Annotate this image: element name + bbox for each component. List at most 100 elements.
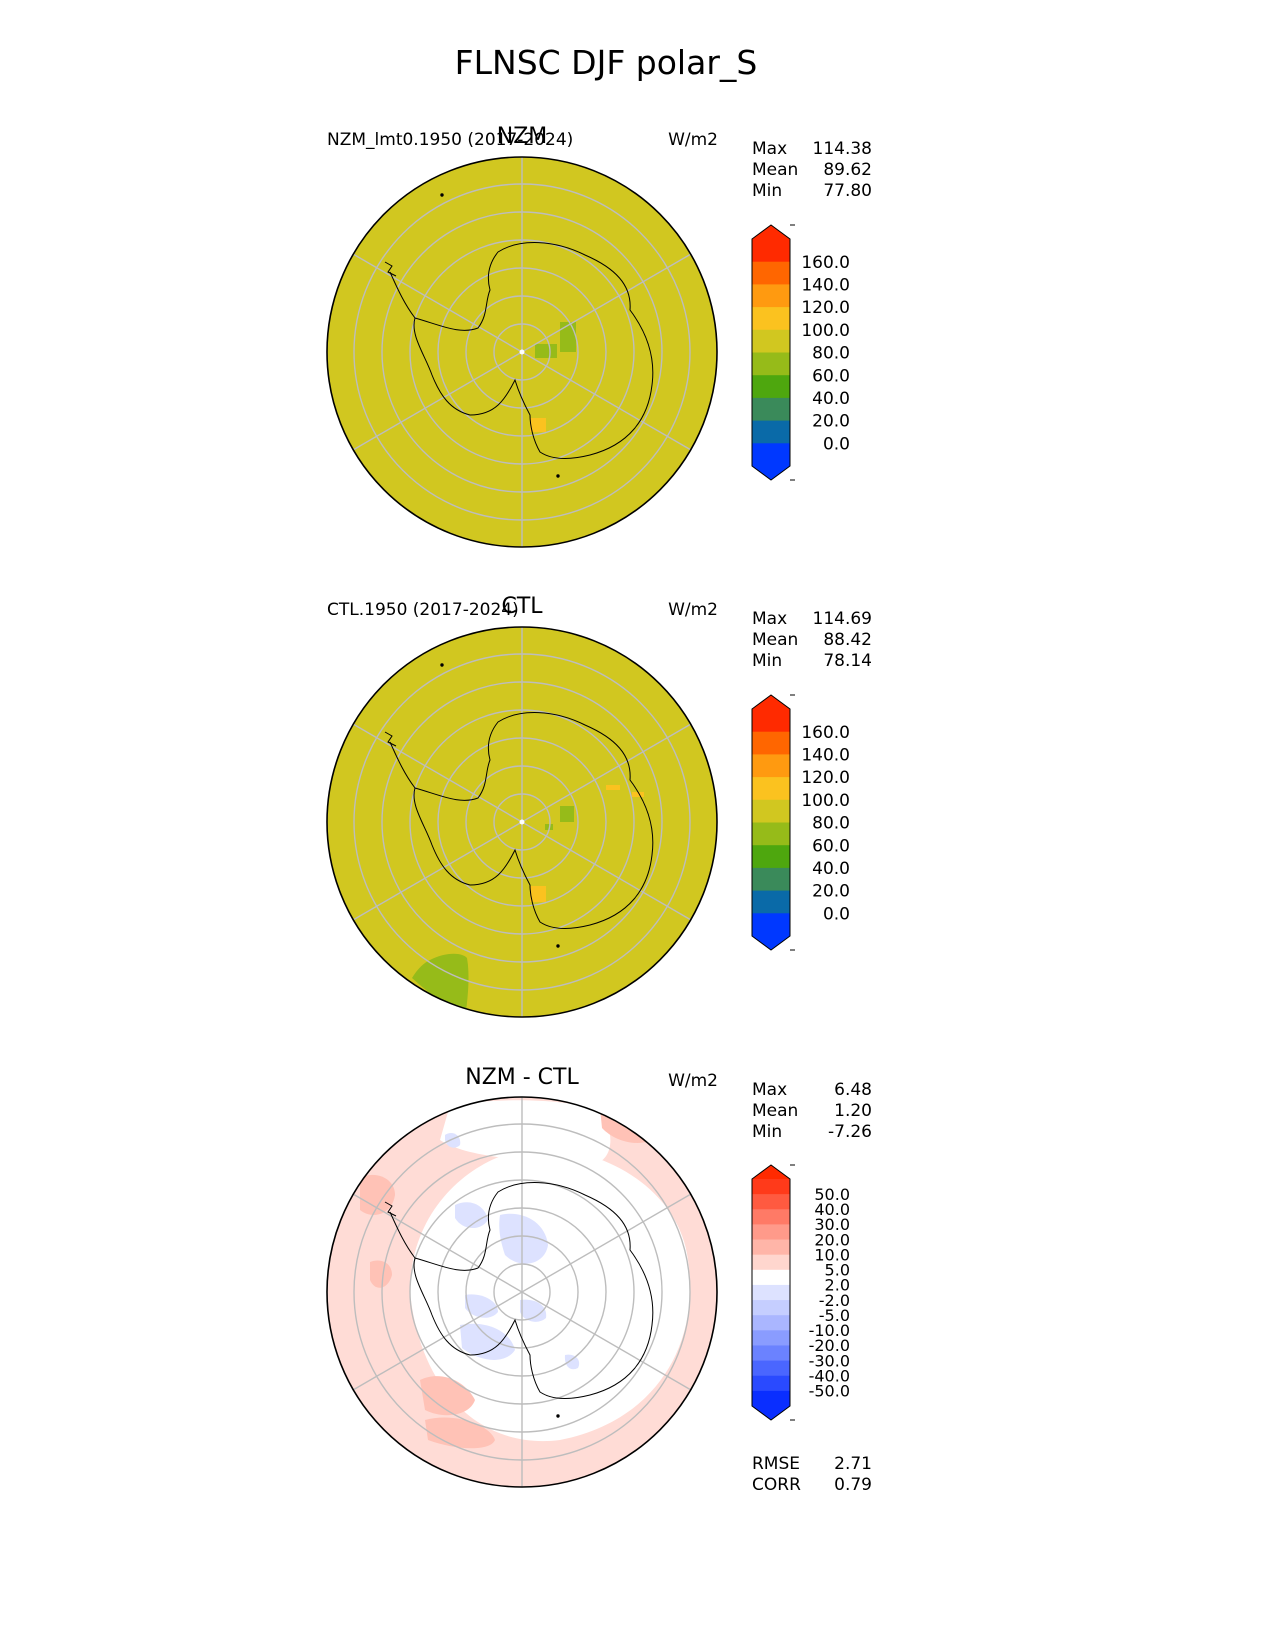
colorbar-swatch	[752, 731, 790, 755]
colorbar-swatch	[752, 1224, 790, 1241]
anomaly-patch-low	[560, 806, 574, 822]
colorbar-tick-label: 30.0	[814, 1215, 850, 1234]
map-border	[326, 1096, 718, 1488]
stat-label: Max	[752, 139, 787, 159]
stats-block: Max 114.69 Mean 88.42 Min 78.14	[752, 609, 872, 671]
stat-label: RMSE	[752, 1454, 800, 1474]
polar-map	[326, 156, 718, 548]
figure-title: FLNSC DJF polar_S	[455, 43, 758, 82]
south-pole-marker	[519, 819, 525, 825]
stat-value: 114.38	[813, 139, 872, 159]
colorbar-tick-label: 60.0	[812, 836, 850, 856]
colorbar-swatch	[752, 1254, 790, 1271]
colorbar-tick-label: 60.0	[812, 366, 850, 386]
anomaly-patch-low	[535, 344, 557, 358]
panel-units: W/m2	[668, 1071, 718, 1091]
colorbar-extend-max	[752, 1165, 790, 1179]
anomaly-patch-high	[530, 418, 546, 432]
colorbar-tick-label: -5.0	[819, 1306, 850, 1325]
colorbar-tick-label: 100.0	[801, 791, 850, 811]
map-border	[326, 156, 718, 548]
panel-center-label: CTL	[501, 594, 543, 619]
colorbar-swatch	[752, 397, 790, 422]
stat-label: CORR	[752, 1475, 801, 1495]
footer-stats: RMSE 2.71 CORR 0.79	[752, 1454, 872, 1495]
panel-units: W/m2	[668, 600, 718, 620]
colorbar-tick-label: 50.0	[814, 1185, 850, 1204]
positive-strong-patch	[370, 1260, 392, 1288]
colorbar-tick-label: 160.0	[801, 723, 850, 743]
colorbar-extend-max	[752, 225, 790, 239]
stat-value: 77.80	[823, 181, 872, 201]
stat-label: Mean	[752, 1101, 798, 1121]
anomaly-patch-low	[412, 953, 469, 1012]
colorbar-tick-label: -10.0	[809, 1321, 850, 1340]
colorbar-tick-label: 0.0	[823, 904, 850, 924]
colorbar-swatch	[752, 1239, 790, 1256]
colorbar-outline	[751, 224, 791, 481]
stat-label: Mean	[752, 160, 798, 180]
colorbar-swatch	[752, 867, 790, 892]
colorbar-swatch	[752, 1269, 790, 1286]
colorbar-tick-label: -50.0	[809, 1382, 850, 1401]
colorbar-tick-label: -20.0	[809, 1336, 850, 1355]
negative-anomaly-patch	[520, 1299, 547, 1322]
colorbar-swatch	[752, 1209, 790, 1225]
stat-label: Min	[752, 651, 782, 671]
colorbar-tick-label: 40.0	[814, 1200, 850, 1219]
colorbar-tick-label: 80.0	[812, 344, 850, 364]
coastline	[384, 193, 654, 478]
colorbar-swatch	[752, 890, 790, 914]
colorbar-swatch	[752, 420, 790, 444]
colorbar-swatch	[752, 799, 790, 823]
negative-anomaly-patch	[465, 1294, 498, 1318]
colorbar-tick-label: 80.0	[812, 814, 850, 834]
colorbar-swatch	[752, 1315, 790, 1331]
colorbar-tick-label: 140.0	[801, 746, 850, 766]
south-pole-marker	[519, 349, 525, 355]
stats-block: Max 6.48 Mean 1.20 Min -7.26	[752, 1080, 872, 1142]
colorbar-tick-label: 10.0	[814, 1245, 850, 1264]
colorbar-swatch	[752, 1194, 790, 1210]
colorbar-swatch	[752, 777, 790, 801]
anomaly-patch-high	[606, 785, 620, 790]
colorbar-outline	[751, 1164, 791, 1421]
stat-value: 89.62	[823, 160, 872, 180]
polar-map	[326, 626, 718, 1018]
colorbar: 50.040.030.020.010.05.02.0-2.0-5.0-10.0-…	[751, 1164, 850, 1421]
colorbar-tick-label: 120.0	[801, 768, 850, 788]
neutral-region	[440, 1100, 611, 1166]
colorbar-swatch	[752, 375, 790, 399]
colorbar-swatch	[752, 261, 790, 285]
negative-anomaly-patch	[460, 1323, 515, 1360]
colorbar-swatch	[752, 352, 790, 376]
panel-left-label: CTL.1950 (2017-2024)	[327, 600, 519, 620]
colorbar-swatch	[752, 822, 790, 846]
stat-value: 78.14	[823, 651, 872, 671]
anomaly-patch-high	[632, 792, 644, 797]
stat-label: Max	[752, 609, 787, 629]
graticule	[352, 1097, 692, 1487]
colorbar-tick-label: 2.0	[825, 1276, 850, 1295]
panel-diff: NZM - CTL W/m2	[326, 1065, 872, 1495]
colorbar-tick-label: -30.0	[809, 1351, 850, 1370]
colorbar-swatch	[752, 1300, 790, 1316]
colorbar-swatch	[752, 1330, 790, 1346]
anomaly-patch-high	[530, 886, 546, 902]
panel-center-label: NZM	[497, 124, 548, 149]
colorbar-tick-label: 20.0	[812, 882, 850, 902]
colorbar-extend-min	[752, 1406, 790, 1420]
colorbar-swatch	[752, 913, 790, 937]
coastline	[384, 663, 654, 948]
colorbar-swatch	[752, 329, 790, 353]
panel-center-label: NZM - CTL	[465, 1065, 579, 1090]
colorbar-tick-label: -40.0	[809, 1367, 850, 1386]
colorbar-swatch	[752, 284, 790, 308]
colorbar-swatch	[752, 307, 790, 331]
coastline	[384, 1182, 654, 1418]
colorbar-tick-label: 120.0	[801, 298, 850, 318]
colorbar-tick-label: 5.0	[825, 1261, 850, 1280]
